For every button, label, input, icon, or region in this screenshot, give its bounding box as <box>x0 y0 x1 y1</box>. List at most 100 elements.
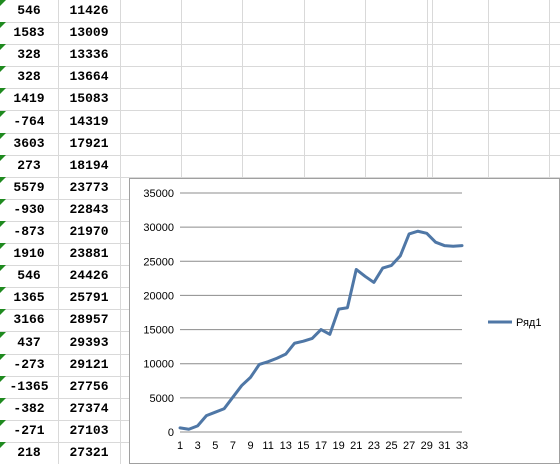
cell-column-a[interactable]: 1583 <box>13 25 45 41</box>
x-tick-label: 27 <box>403 440 415 452</box>
y-tick-label: 0 <box>168 427 174 439</box>
cell-column-b[interactable]: 13336 <box>69 47 109 63</box>
table-row: 1583 13009 <box>0 22 560 46</box>
table-row: -764 14319 <box>0 110 560 134</box>
error-indicator-icon <box>0 331 6 338</box>
error-indicator-icon <box>0 66 6 73</box>
table-row: 3603 17921 <box>0 132 560 156</box>
cell-column-a[interactable]: 3166 <box>13 312 45 328</box>
y-tick-label: 35000 <box>143 188 174 200</box>
cell-column-b[interactable]: 22843 <box>69 201 109 217</box>
cell-column-b[interactable]: 29121 <box>69 356 109 372</box>
legend-label: Ряд1 <box>516 317 541 329</box>
series-line-0 <box>178 229 464 431</box>
x-tick-label: 5 <box>212 440 218 452</box>
x-tick-label: 15 <box>297 440 309 452</box>
cell-column-a[interactable]: 1910 <box>13 246 45 262</box>
y-tick-label: 20000 <box>143 290 174 302</box>
cell-column-a[interactable]: 546 <box>17 268 41 284</box>
y-tick-label: 30000 <box>143 222 174 234</box>
x-tick-label: 17 <box>315 440 327 452</box>
cell-column-b[interactable]: 23881 <box>69 246 109 262</box>
x-tick-label: 29 <box>421 440 433 452</box>
table-row: 328 13664 <box>0 66 560 90</box>
line-chart[interactable]: 0 5000 10000 15000 20000 25000 30000 35000 1 3 5 7 9… <box>129 178 560 464</box>
error-indicator-icon <box>0 110 6 117</box>
cell-column-b[interactable]: 25791 <box>69 290 109 306</box>
x-tick-label: 31 <box>438 440 450 452</box>
cell-column-a[interactable]: -382 <box>13 400 45 416</box>
error-indicator-icon <box>0 176 6 183</box>
x-tick-label: 1 <box>177 440 183 452</box>
x-tick-label: 19 <box>333 440 345 452</box>
cell-column-a[interactable]: 1365 <box>13 290 45 306</box>
cell-column-a[interactable]: 546 <box>17 3 41 18</box>
x-tick-label: 11 <box>262 440 273 452</box>
cell-column-b[interactable]: 11426 <box>69 3 109 18</box>
cell-column-a[interactable]: -273 <box>13 356 45 372</box>
error-indicator-icon <box>0 419 6 426</box>
error-indicator-icon <box>0 22 6 29</box>
cell-column-a[interactable]: 1419 <box>13 91 45 107</box>
cell-column-b[interactable]: 24426 <box>69 268 109 284</box>
column-gridline <box>120 0 121 464</box>
error-indicator-icon <box>0 132 6 139</box>
error-indicator-icon <box>0 442 6 448</box>
cell-column-a[interactable]: 328 <box>17 69 41 85</box>
cell-column-b[interactable]: 13009 <box>69 25 109 41</box>
cell-column-a[interactable]: -930 <box>13 201 45 217</box>
error-indicator-icon <box>0 265 6 272</box>
cell-column-a[interactable]: -271 <box>13 422 45 438</box>
table-row: 546 11426 <box>0 0 560 23</box>
x-tick-label: 21 <box>350 440 362 452</box>
cell-column-a[interactable]: -1365 <box>9 378 49 394</box>
error-indicator-icon <box>0 397 6 404</box>
cell-column-a[interactable]: 3603 <box>13 135 45 151</box>
cell-column-a[interactable]: -764 <box>13 113 45 129</box>
cell-column-a[interactable]: 437 <box>17 334 41 350</box>
table-row: 328 13336 <box>0 44 560 68</box>
x-tick-label: 3 <box>195 440 201 452</box>
cell-column-b[interactable]: 23773 <box>69 179 109 195</box>
cell-column-a[interactable]: 273 <box>17 157 41 173</box>
x-tick-label: 23 <box>368 440 380 452</box>
cell-column-b[interactable]: 27321 <box>69 445 109 460</box>
column-gridline <box>58 0 59 464</box>
x-tick-label: 33 <box>456 440 468 452</box>
error-indicator-icon <box>0 0 6 6</box>
x-tick-label: 25 <box>385 440 397 452</box>
error-indicator-icon <box>0 375 6 382</box>
table-row: 273 18194 <box>0 154 560 178</box>
cell-column-b[interactable]: 21970 <box>69 224 109 239</box>
y-tick-label: 5000 <box>150 393 174 405</box>
cell-column-a[interactable]: 218 <box>17 445 41 460</box>
cell-column-b[interactable]: 15083 <box>69 91 109 107</box>
error-indicator-icon <box>0 221 6 227</box>
error-indicator-icon <box>0 88 6 95</box>
y-tick-label: 10000 <box>143 359 174 371</box>
cell-column-b[interactable]: 29393 <box>69 334 109 350</box>
cell-column-b[interactable]: 27103 <box>69 422 109 438</box>
cell-column-b[interactable]: 28957 <box>69 312 109 328</box>
table-row: 1419 15083 <box>0 88 560 112</box>
cell-column-b[interactable]: 13664 <box>69 69 109 85</box>
cell-column-b[interactable]: 14319 <box>69 113 109 129</box>
error-indicator-icon <box>0 287 6 294</box>
x-tick-label: 13 <box>280 440 292 452</box>
cell-column-b[interactable]: 18194 <box>69 157 109 173</box>
error-indicator-icon <box>0 154 6 161</box>
cell-column-b[interactable]: 17921 <box>69 135 109 151</box>
cell-column-b[interactable]: 27374 <box>69 400 109 416</box>
y-tick-label: 15000 <box>143 325 174 337</box>
cell-column-a[interactable]: 5579 <box>13 179 45 195</box>
error-indicator-icon <box>0 353 6 360</box>
cell-column-a[interactable]: 328 <box>17 47 41 63</box>
cell-column-a[interactable]: -873 <box>13 224 45 239</box>
error-indicator-icon <box>0 243 6 250</box>
error-indicator-icon <box>0 309 6 316</box>
x-tick-label: 9 <box>247 440 253 452</box>
y-tick-label: 25000 <box>143 256 174 268</box>
cell-column-b[interactable]: 27756 <box>69 378 109 394</box>
